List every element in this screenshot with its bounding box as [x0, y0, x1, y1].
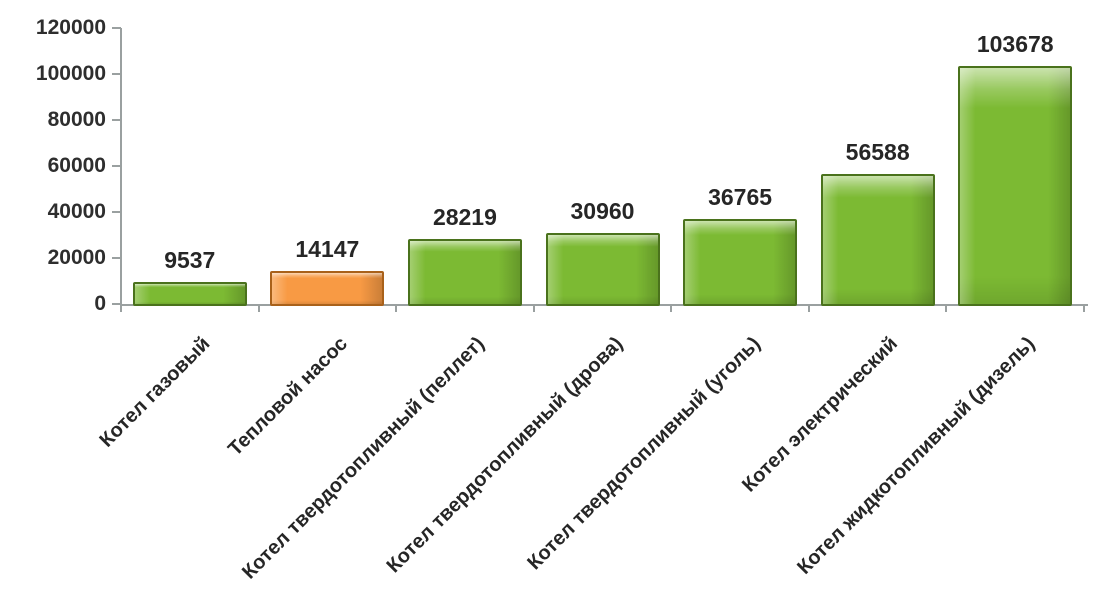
y-axis-line — [120, 28, 122, 306]
category-label: Котел газовый — [95, 332, 215, 452]
y-axis-tick-label: 0 — [94, 292, 106, 315]
y-axis-tick — [112, 165, 121, 167]
x-axis-tick — [532, 304, 535, 312]
y-axis-tick — [112, 119, 121, 121]
x-axis-tick — [395, 304, 398, 312]
y-axis-tick — [112, 257, 121, 259]
y-axis-tick — [112, 73, 121, 75]
category-label: Котел твердотопливный (уголь) — [522, 332, 765, 575]
x-axis-tick — [120, 304, 122, 312]
y-axis-tick-label: 60000 — [47, 154, 106, 177]
y-axis-tick-label: 80000 — [47, 108, 106, 131]
bar-value-label: 36765 — [708, 184, 773, 211]
bar-value-label: 28219 — [432, 204, 497, 231]
bar-value-label: 30960 — [570, 197, 635, 224]
y-axis-tick-label: 40000 — [47, 200, 106, 223]
bar — [820, 173, 935, 306]
category-label: Котел твердотопливный (дрова) — [382, 332, 627, 578]
x-axis-tick — [257, 304, 260, 312]
bar — [407, 239, 522, 306]
x-axis-tick — [1083, 304, 1085, 312]
bar-value-label: 56588 — [845, 138, 910, 165]
bar-value-label: 14147 — [295, 236, 360, 263]
y-axis-tick — [112, 211, 121, 213]
y-axis-tick-label: 20000 — [47, 246, 106, 269]
x-axis-tick — [945, 304, 948, 312]
bar — [958, 65, 1073, 306]
y-axis-tick — [112, 303, 121, 305]
bar — [683, 219, 798, 306]
bar — [545, 232, 660, 306]
bar — [132, 282, 247, 306]
bar-value-label: 103678 — [976, 30, 1054, 57]
y-axis-tick — [112, 27, 121, 29]
category-label: Тепловой насос — [223, 332, 352, 461]
bar-value-label: 9537 — [164, 247, 216, 274]
x-axis-tick — [670, 304, 673, 312]
x-axis-tick — [807, 304, 810, 312]
category-label: Котел электрический — [738, 332, 902, 497]
category-label: Котел жидкотопливный (дизель) — [793, 332, 1040, 579]
category-label: Котел твердотопливный (пеллет) — [238, 332, 490, 584]
y-axis-tick-label: 120000 — [35, 16, 106, 39]
bar — [270, 271, 385, 306]
y-axis-tick-label: 100000 — [35, 62, 106, 85]
